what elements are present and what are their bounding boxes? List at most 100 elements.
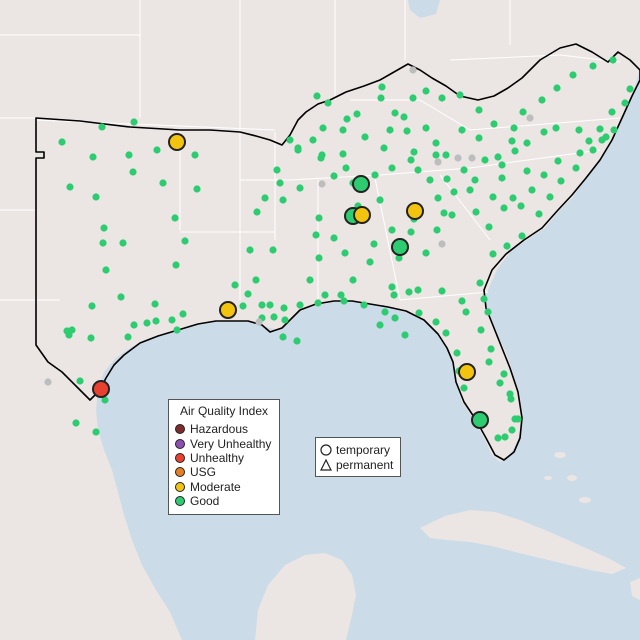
good-monitor-dot xyxy=(569,71,577,79)
inactive-monitor-dot xyxy=(409,66,417,74)
good-monitor-dot xyxy=(395,254,403,262)
good-monitor-dot xyxy=(426,176,434,184)
good-monitor-dot xyxy=(76,377,84,385)
aqi-legend-label: Good xyxy=(190,494,220,508)
good-monitor-dot xyxy=(390,291,398,299)
good-monitor-dot xyxy=(388,164,396,172)
yucatan-shape xyxy=(255,553,356,640)
good-monitor-dot xyxy=(462,308,470,316)
good-monitor-dot xyxy=(487,345,495,353)
good-monitor-dot xyxy=(510,124,518,132)
aqi-monitor-marker xyxy=(92,380,110,398)
good-monitor-dot xyxy=(576,149,584,157)
aqi-legend-label: Hazardous xyxy=(190,422,249,436)
good-monitor-dot xyxy=(405,288,413,296)
good-monitor-dot xyxy=(621,99,629,107)
good-monitor-dot xyxy=(523,139,531,147)
aqi-monitor-marker xyxy=(219,301,237,319)
usg-swatch-icon xyxy=(175,467,185,477)
good-monitor-dot xyxy=(489,250,497,258)
unhealthy-swatch-icon xyxy=(175,453,185,463)
good-monitor-dot xyxy=(377,94,385,102)
very-unhealthy-swatch-icon xyxy=(175,439,185,449)
good-monitor-dot xyxy=(330,234,338,242)
good-monitor-dot xyxy=(450,188,458,196)
good-monitor-dot xyxy=(610,126,618,134)
good-monitor-dot xyxy=(585,137,593,145)
good-monitor-dot xyxy=(509,194,517,202)
good-monitor-dot xyxy=(485,223,493,231)
state-border-line xyxy=(419,99,471,131)
good-monitor-dot xyxy=(343,115,351,123)
good-monitor-dot xyxy=(475,106,483,114)
good-monitor-dot xyxy=(353,110,361,118)
good-monitor-dot xyxy=(98,123,106,131)
good-monitor-dot xyxy=(409,94,417,102)
aqi-legend-item-good: Good xyxy=(175,494,219,508)
good-monitor-dot xyxy=(321,291,329,299)
good-monitor-dot xyxy=(293,337,301,345)
good-monitor-dot xyxy=(434,194,442,202)
good-monitor-dot xyxy=(475,134,483,142)
good-monitor-dot xyxy=(494,434,502,442)
good-monitor-dot xyxy=(589,62,597,70)
good-monitor-dot xyxy=(313,92,321,100)
aqi-legend-item-unhealthy: Unhealthy xyxy=(175,451,244,465)
aqi-monitor-marker xyxy=(168,133,186,151)
good-monitor-dot xyxy=(159,179,167,187)
good-monitor-dot xyxy=(540,128,548,136)
good-monitor-dot xyxy=(315,214,323,222)
good-monitor-dot xyxy=(381,308,389,316)
good-monitor-dot xyxy=(378,83,386,91)
island-shape xyxy=(567,475,577,481)
good-monitor-dot xyxy=(246,246,254,254)
hazardous-swatch-icon xyxy=(175,424,185,434)
inactive-monitor-dot xyxy=(255,318,263,326)
shape-legend-item-permanent: permanent xyxy=(320,458,393,472)
good-monitor-dot xyxy=(88,302,96,310)
good-monitor-dot xyxy=(58,138,66,146)
good-monitor-dot xyxy=(153,146,161,154)
good-monitor-dot xyxy=(191,151,199,159)
good-monitor-dot xyxy=(575,126,583,134)
moderate-swatch-icon xyxy=(175,482,185,492)
good-monitor-dot xyxy=(626,85,634,93)
inactive-monitor-dot xyxy=(454,154,462,162)
good-monitor-dot xyxy=(572,164,580,172)
good-monitor-dot xyxy=(179,310,187,318)
good-monitor-dot xyxy=(553,84,561,92)
good-monitor-dot xyxy=(172,261,180,269)
good-monitor-dot xyxy=(432,139,440,147)
aqi-monitor-marker xyxy=(406,202,424,220)
good-monitor-dot xyxy=(92,193,100,201)
good-monitor-dot xyxy=(380,144,388,152)
good-monitor-dot xyxy=(460,384,468,392)
region-outline xyxy=(35,43,640,461)
good-monitor-dot xyxy=(366,258,374,266)
good-monitor-dot xyxy=(386,126,394,134)
small-monitor-dots xyxy=(44,56,634,442)
good-monitor-dot xyxy=(72,419,80,427)
inactive-monitor-dot xyxy=(468,154,476,162)
good-monitor-dot xyxy=(258,301,266,309)
aqi-legend-item-hazardous: Hazardous xyxy=(175,422,248,436)
aqi-legend-title: Air Quality Index xyxy=(179,404,269,418)
island-shape xyxy=(554,452,566,458)
good-monitor-dot xyxy=(472,208,480,216)
good-monitor-dot xyxy=(554,157,562,165)
good-monitor-dot xyxy=(100,224,108,232)
state-border-line xyxy=(35,119,276,131)
good-monitor-dot xyxy=(117,293,125,301)
good-monitor-dot xyxy=(339,150,347,158)
island-shape xyxy=(579,497,591,503)
good-monitor-dot xyxy=(261,194,269,202)
good-monitor-dot xyxy=(294,144,302,152)
aqi-legend-item-usg: USG xyxy=(175,465,216,479)
good-monitor-dot xyxy=(477,326,485,334)
good-monitor-dot xyxy=(376,321,384,329)
good-monitor-dot xyxy=(438,94,446,102)
good-monitor-dot xyxy=(500,204,508,212)
